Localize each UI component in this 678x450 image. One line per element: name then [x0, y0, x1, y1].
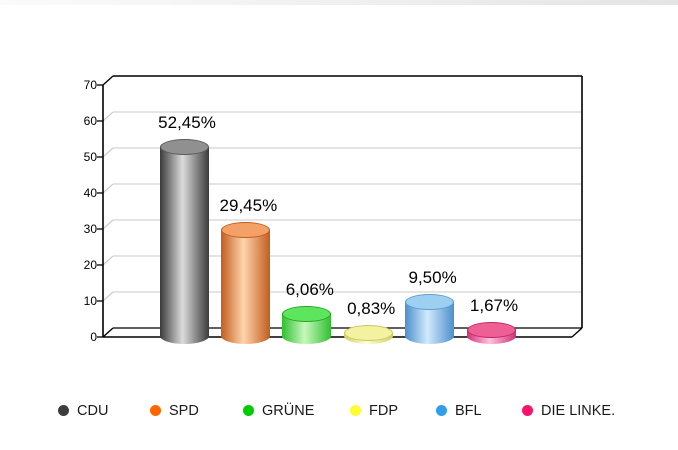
bar-value-label-BFL: 9,50% [408, 267, 457, 287]
ytick-label: 60 [83, 114, 97, 128]
legend-label: DIE LINKE. [541, 402, 616, 419]
ytick-label: 30 [83, 222, 97, 236]
legend-marker-icon [436, 405, 447, 416]
gridline-connector [102, 219, 114, 230]
bar-value-label-FDP: 0,83% [347, 299, 396, 318]
legend-marker-icon [58, 405, 69, 416]
gridline-connector [102, 291, 114, 302]
bar-cylinder-top-DIE LINKE. [466, 321, 516, 338]
legend-item-FDP: FDP [350, 402, 398, 419]
legend-marker-icon [350, 405, 361, 416]
bar-cylinder-top-GRÜNE [282, 306, 332, 323]
legend-item-BFL: BFL [436, 402, 482, 419]
frame-bottom-left-diagonal [102, 327, 114, 338]
bar-value-label-DIE LINKE.: 1,67% [469, 295, 519, 315]
legend-item-SPD: SPD [150, 402, 199, 419]
legend-label: SPD [169, 402, 199, 419]
legend-item-CDU: CDU [58, 402, 108, 419]
ytick-label: 70 [83, 78, 97, 92]
bar-value-label-CDU: 52,45% [158, 113, 216, 133]
legend-marker-icon [150, 405, 161, 416]
legend-item-GRÜNE: GRÜNE [243, 402, 314, 419]
legend-label: FDP [369, 402, 398, 419]
gridline-connector [102, 111, 114, 122]
ytick-label: 10 [83, 294, 97, 308]
bar-value-label-GRÜNE: 6,06% [285, 280, 334, 300]
gridline-connector [102, 183, 114, 194]
ytick-label: 50 [83, 150, 97, 164]
frame-top-left-diagonal [102, 75, 114, 86]
legend-label: GRÜNE [262, 402, 315, 419]
frame-bottom-right-diagonal [571, 327, 583, 338]
gridline-connector [102, 255, 114, 266]
ytick-label: 0 [90, 330, 97, 344]
legend-item-DIE LINKE.: DIE LINKE. [522, 402, 615, 419]
ytick-label: 20 [83, 258, 97, 272]
legend-label: BFL [455, 402, 482, 419]
bar-cylinder-top-SPD [220, 221, 270, 238]
legend-marker-icon [243, 405, 254, 416]
legend-marker-icon [522, 405, 533, 416]
top-gradient-band [0, 0, 678, 6]
bar-cylinder-top-BFL [405, 293, 455, 310]
gridline-connector [102, 147, 114, 158]
bar-cylinder-SPD [220, 229, 270, 336]
bar-value-label-SPD: 29,45% [219, 195, 278, 215]
legend-label: CDU [77, 402, 109, 419]
bar-cylinder-CDU [159, 147, 209, 336]
ytick-label: 40 [83, 186, 97, 200]
bar-cylinder-top-CDU [159, 139, 209, 156]
bar-cylinder-top-FDP [343, 325, 393, 341]
